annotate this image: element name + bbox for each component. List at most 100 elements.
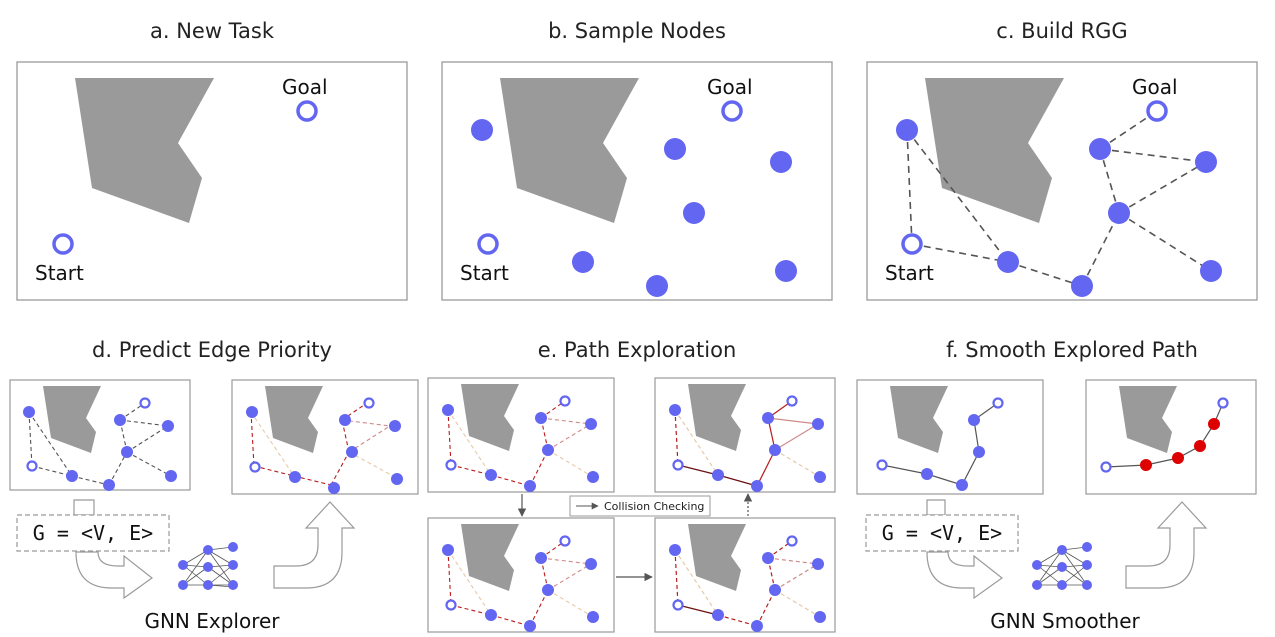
graph-node	[1195, 151, 1217, 173]
graph-edge	[119, 419, 128, 453]
obstacle	[688, 524, 746, 591]
panel-a-title: a. New Task	[150, 19, 275, 43]
graph-edge	[28, 411, 33, 467]
start-label: Start	[35, 261, 84, 285]
panel-d-input-graph	[9, 379, 191, 491]
smoothed-node	[1172, 452, 1184, 464]
panel-d-priority-graph	[231, 379, 419, 495]
goal-label: Goal	[1132, 75, 1178, 99]
panel-c: Goal Start	[866, 61, 1258, 301]
graph-edge	[1118, 161, 1207, 214]
graph-formula: G = <V, E>	[882, 521, 1002, 545]
obstacle	[461, 384, 519, 451]
obstacle	[1119, 386, 1177, 453]
graph-edge	[28, 411, 73, 477]
panel-e-title: e. Path Exploration	[538, 338, 737, 362]
obstacle	[500, 78, 639, 223]
mini-frame	[1085, 379, 1257, 495]
mini-frame	[654, 377, 836, 493]
graph-edge	[906, 129, 1009, 263]
graph-node	[1071, 275, 1093, 297]
graph-node	[165, 470, 177, 482]
graph-node	[103, 479, 115, 491]
sample-node	[775, 260, 797, 282]
goal-node	[363, 397, 375, 409]
graph-edge	[1118, 212, 1212, 272]
start-node	[26, 460, 38, 472]
panel-c-title: c. Build RGG	[996, 19, 1127, 43]
smoothed-node	[1208, 418, 1220, 430]
graph-edge	[108, 451, 128, 486]
graph-node	[1089, 138, 1111, 160]
sample-node	[646, 275, 668, 297]
graph-edge	[71, 475, 110, 486]
panel-e-step-3	[654, 517, 836, 633]
flow-arrow	[1125, 501, 1208, 589]
priority-edge	[293, 475, 332, 486]
mini-frame	[856, 379, 1044, 495]
graph-edge	[1099, 148, 1207, 163]
start-node	[52, 233, 74, 255]
graph-node	[391, 473, 403, 485]
graph-node	[1200, 260, 1222, 282]
graph-node	[389, 420, 401, 432]
panel-e-step-4	[654, 377, 836, 493]
goal-node	[296, 100, 318, 122]
panel-e-step-1	[427, 377, 615, 493]
graph-node	[23, 406, 35, 418]
legend-box	[569, 495, 711, 517]
sample-node	[664, 138, 686, 160]
graph-node	[339, 414, 351, 426]
obstacle	[265, 386, 323, 453]
start-node	[477, 233, 499, 255]
panel-f-smoothed-path	[1085, 379, 1257, 495]
sample-node	[572, 251, 594, 273]
mini-frame	[231, 379, 419, 495]
goal-label: Goal	[707, 75, 753, 99]
priority-edge	[250, 411, 255, 467]
graph-edge	[126, 451, 172, 477]
panel-f-smoother: G = <V, E> GNN Smoother	[865, 499, 1208, 633]
obstacle	[890, 386, 948, 453]
start-node	[901, 233, 923, 255]
mini-frame	[427, 377, 615, 493]
priority-edge	[330, 451, 350, 486]
panel-f-explored-path	[856, 379, 1044, 495]
obstacle	[43, 386, 101, 453]
graph-node	[246, 406, 258, 418]
graph-node	[1108, 202, 1130, 224]
gnn-explorer-label: GNN Explorer	[144, 609, 280, 633]
graph-edge	[126, 425, 169, 453]
mini-frame	[9, 379, 191, 491]
obstacle	[925, 78, 1064, 223]
panel-b: Goal Start	[441, 61, 833, 301]
graph-node	[114, 414, 126, 426]
obstacle	[688, 384, 746, 451]
goal-node	[1146, 100, 1168, 122]
sample-node	[770, 151, 792, 173]
graph-node	[121, 446, 133, 458]
obstacle	[461, 524, 519, 591]
panel-b-title: b. Sample Nodes	[548, 19, 726, 43]
flow-arrow	[273, 501, 356, 589]
graph-edge	[1007, 261, 1083, 287]
graph-node	[346, 446, 358, 458]
graph-node	[997, 251, 1019, 273]
mini-frame	[654, 517, 836, 633]
flow-arrow	[926, 499, 946, 516]
flow-arrow	[926, 551, 1004, 600]
graph-node	[162, 420, 174, 432]
start-label: Start	[885, 261, 934, 285]
graph-formula: G = <V, E>	[33, 521, 153, 545]
priority-edge	[250, 411, 295, 477]
gnn-network-icon	[1032, 542, 1092, 590]
flow-arrow	[75, 551, 154, 600]
graph-formula-box	[865, 514, 1019, 552]
priority-edge	[341, 402, 368, 421]
panel-f-title: f. Smooth Explored Path	[946, 338, 1198, 362]
graph-node	[328, 482, 340, 494]
panel-a: Goal Start	[16, 61, 408, 301]
gnn-network-icon	[178, 542, 238, 590]
panel-d-explorer: G = <V, E> GNN Explorer	[16, 499, 356, 633]
